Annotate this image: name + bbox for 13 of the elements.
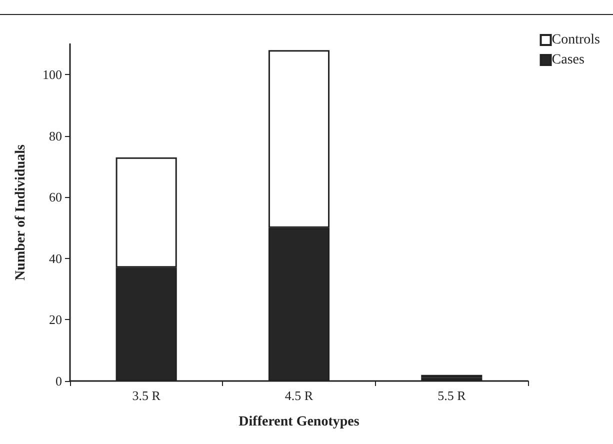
y-tick-label: 100 bbox=[42, 67, 62, 82]
x-tick-label: 4.5 R bbox=[284, 388, 314, 403]
y-tick-label: 0 bbox=[56, 374, 62, 388]
x-tick-label: 3.5 R bbox=[132, 388, 161, 403]
y-tick-label: 40 bbox=[49, 250, 62, 266]
y-tick-label: 20 bbox=[49, 312, 62, 328]
y-axis-title: Number of Individuals bbox=[14, 144, 28, 280]
y-tick-label: 80 bbox=[49, 128, 62, 144]
y-tick-label: 60 bbox=[49, 190, 62, 205]
legend-label: Cases bbox=[552, 52, 584, 68]
legend-label: Controls bbox=[552, 32, 600, 48]
x-tick-label: 5.5 R bbox=[438, 388, 466, 403]
x-axis-title: Different Genotypes bbox=[238, 414, 360, 430]
